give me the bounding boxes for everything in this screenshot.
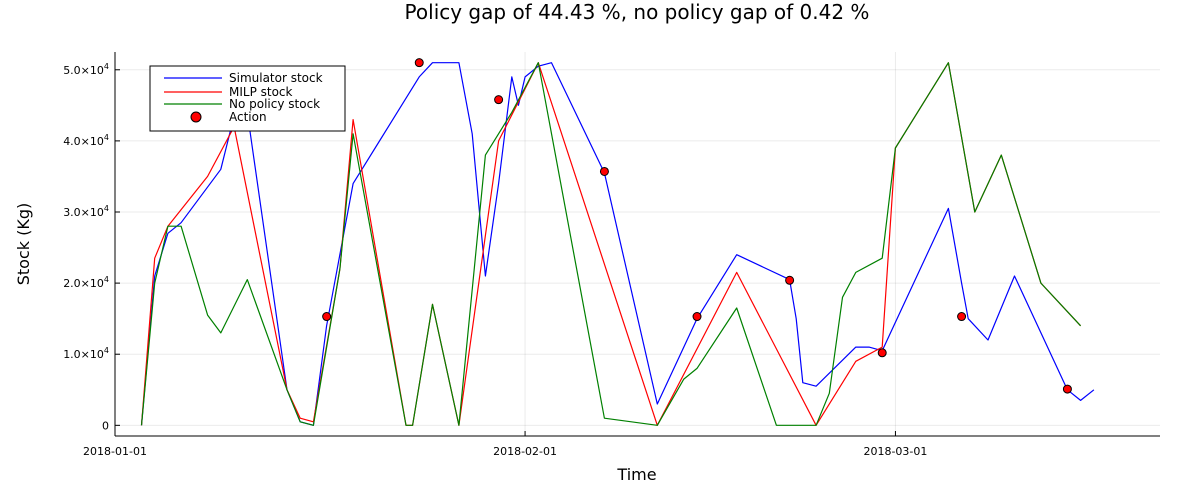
axes bbox=[114, 52, 1160, 437]
y-tick-mantissa: 4.0×10 bbox=[63, 135, 104, 148]
series-layer bbox=[140, 62, 1095, 426]
action-point bbox=[785, 275, 795, 285]
y-tick-exponent: 4 bbox=[104, 133, 109, 142]
y-tick-mantissa: 5.0×10 bbox=[63, 64, 104, 77]
x-ticks: 2018-01-01 2018-02-01 2018-03-01 bbox=[83, 431, 927, 458]
legend: Simulator stock MILP stock No policy sto… bbox=[149, 65, 346, 132]
series-line-simulator-stock bbox=[140, 62, 1095, 426]
y-tick-mantissa: 1.0×10 bbox=[63, 348, 104, 361]
legend-label-no-policy: No policy stock bbox=[229, 97, 320, 111]
x-tick-label: 2018-02-01 bbox=[493, 445, 557, 458]
y-tick-exponent: 4 bbox=[104, 346, 109, 355]
x-axis-label: Time bbox=[616, 465, 656, 484]
action-point bbox=[494, 95, 504, 105]
legend-label-milp: MILP stock bbox=[229, 85, 293, 99]
action-point bbox=[322, 312, 332, 322]
y-tick-label: 5.0×104 bbox=[63, 62, 109, 77]
legend-label-simulator: Simulator stock bbox=[229, 71, 323, 85]
y-tick-mantissa: 2.0×10 bbox=[63, 277, 104, 290]
y-tick-exponent: 4 bbox=[104, 204, 109, 213]
action-point bbox=[957, 312, 967, 322]
y-tick-label: 2.0×104 bbox=[63, 275, 109, 290]
action-markers bbox=[322, 58, 1072, 394]
y-tick-label: 3.0×104 bbox=[63, 204, 109, 219]
series-line-no-policy-stock bbox=[140, 62, 1082, 426]
chart-title: Policy gap of 44.43 %, no policy gap of … bbox=[405, 0, 870, 24]
y-tick-label: 0 bbox=[102, 419, 109, 432]
y-tick-label: 4.0×104 bbox=[63, 133, 109, 148]
action-point bbox=[877, 348, 887, 358]
y-tick-label: 1.0×104 bbox=[63, 346, 109, 361]
y-tick-mantissa: 3.0×10 bbox=[63, 206, 104, 219]
legend-swatch-action bbox=[190, 111, 202, 123]
x-tick-label: 2018-01-01 bbox=[83, 445, 147, 458]
action-point bbox=[1062, 384, 1072, 394]
action-point bbox=[599, 166, 609, 176]
grid bbox=[114, 52, 1160, 436]
action-point bbox=[692, 312, 702, 322]
y-tick-exponent: 4 bbox=[104, 275, 109, 284]
y-axis-label: Stock (Kg) bbox=[14, 203, 33, 286]
y-tick-exponent: 4 bbox=[104, 62, 109, 71]
x-tick-label: 2018-03-01 bbox=[863, 445, 927, 458]
legend-label-action: Action bbox=[229, 110, 267, 124]
y-tick-mantissa: 0 bbox=[102, 419, 109, 432]
legend-box bbox=[149, 65, 346, 132]
action-point bbox=[414, 58, 424, 68]
